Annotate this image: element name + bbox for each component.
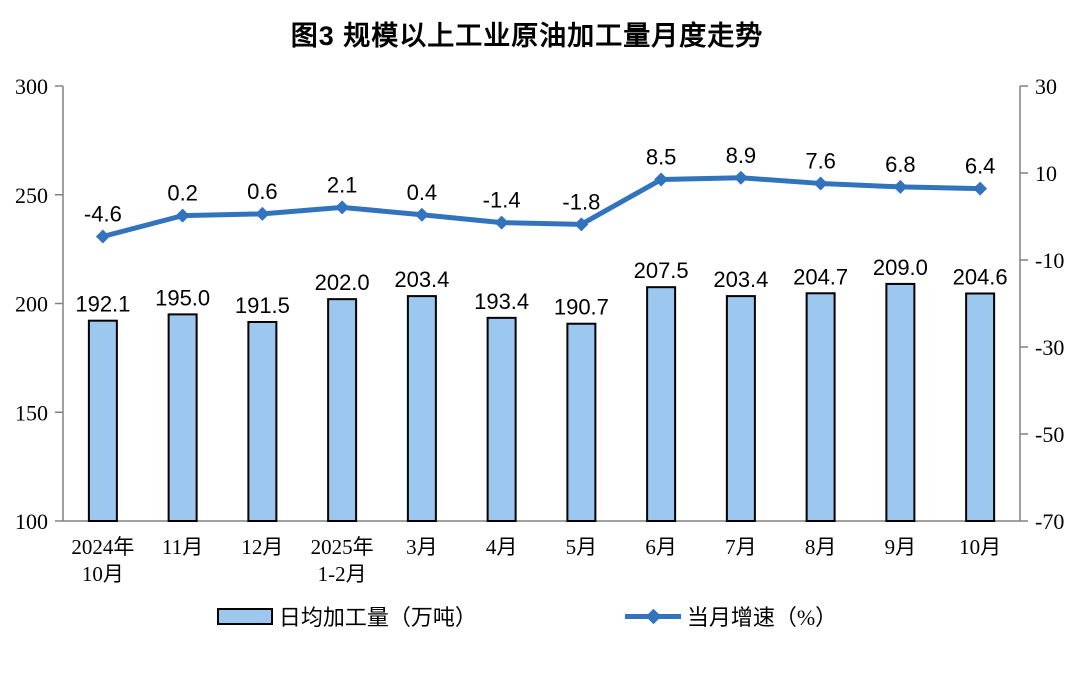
line-value-label: 7.6 bbox=[805, 148, 836, 173]
bar-value-label: 192.1 bbox=[75, 292, 130, 317]
right-axis-tick-label: -50 bbox=[1035, 422, 1064, 447]
bar bbox=[805, 292, 836, 522]
line-point-marker bbox=[95, 229, 110, 244]
chart-legend: 日均加工量（万吨） 当月增速（%） bbox=[0, 600, 1054, 632]
line-value-label: -1.4 bbox=[483, 188, 521, 213]
bar bbox=[566, 322, 597, 523]
legend-label-bar: 日均加工量（万吨） bbox=[278, 605, 477, 630]
bar-series-swatch bbox=[216, 607, 273, 625]
bar-value-label: 203.4 bbox=[394, 267, 449, 292]
right-axis-tick-label: -30 bbox=[1035, 335, 1064, 360]
bar bbox=[486, 316, 517, 523]
chart-title: 图3 规模以上工业原油加工量月度走势 bbox=[290, 21, 764, 51]
x-axis-label: 8月 bbox=[805, 535, 837, 559]
x-axis-label: 11月 bbox=[162, 535, 203, 559]
bar-value-label: 202.0 bbox=[315, 270, 370, 295]
x-axis-label: 1-2月 bbox=[318, 562, 367, 586]
bar bbox=[646, 286, 677, 522]
bar bbox=[406, 295, 437, 523]
right-axis-tick-label: 10 bbox=[1035, 161, 1057, 186]
bar bbox=[247, 320, 278, 522]
diamond-marker-icon bbox=[645, 608, 662, 624]
bar bbox=[965, 292, 996, 522]
x-axis-label: 5月 bbox=[566, 535, 598, 559]
legend-item-line: 当月增速（%） bbox=[624, 600, 838, 632]
right-axis-tick-label: -70 bbox=[1035, 509, 1064, 534]
bar-value-label: 207.5 bbox=[634, 258, 689, 283]
line-value-label: 0.2 bbox=[167, 181, 198, 206]
x-axis-label: 2025年 bbox=[311, 535, 374, 559]
x-axis-label: 7月 bbox=[725, 535, 757, 559]
line-point-marker bbox=[973, 181, 988, 196]
line-point-marker bbox=[654, 172, 669, 187]
x-axis-label: 12月 bbox=[241, 535, 283, 559]
line-value-label: -4.6 bbox=[84, 202, 122, 227]
line-point-marker bbox=[255, 206, 270, 221]
x-axis-label: 10月 bbox=[959, 535, 1001, 559]
left-axis-tick-label: 250 bbox=[15, 183, 48, 208]
bar-value-label: 209.0 bbox=[873, 255, 928, 280]
line-point-marker bbox=[893, 179, 908, 194]
bar-value-label: 195.0 bbox=[155, 285, 210, 310]
bar bbox=[725, 295, 756, 523]
left-axis-tick-label: 100 bbox=[15, 509, 48, 534]
left-axis-tick-label: 150 bbox=[15, 400, 48, 425]
bar-value-label: 203.4 bbox=[713, 267, 768, 292]
line-value-label: 2.1 bbox=[327, 172, 358, 197]
right-axis-tick-label: 30 bbox=[1035, 74, 1057, 99]
line-point-marker bbox=[494, 215, 509, 230]
x-axis-label: 3月 bbox=[406, 535, 438, 559]
bar bbox=[87, 319, 118, 522]
left-axis-tick-label: 200 bbox=[15, 292, 48, 317]
bar bbox=[885, 282, 916, 522]
bar-value-label: 190.7 bbox=[554, 295, 609, 320]
x-axis-label: 4月 bbox=[486, 535, 518, 559]
line-value-label: 0.4 bbox=[407, 180, 438, 205]
growth-line bbox=[102, 175, 981, 239]
x-axis-label: 9月 bbox=[885, 535, 917, 559]
bar bbox=[327, 298, 358, 522]
bar-value-label: 204.6 bbox=[953, 264, 1008, 289]
line-value-label: 0.6 bbox=[247, 179, 278, 204]
right-axis-tick-label: -10 bbox=[1035, 248, 1064, 273]
line-point-marker bbox=[813, 176, 828, 191]
x-axis-label: 2024年 bbox=[71, 535, 134, 559]
line-point-marker bbox=[733, 170, 748, 185]
line-value-label: 8.9 bbox=[726, 143, 757, 168]
left-axis-tick-label: 300 bbox=[15, 74, 48, 99]
bar-value-label: 204.7 bbox=[793, 264, 848, 289]
line-point-marker bbox=[414, 207, 429, 222]
line-value-label: 6.8 bbox=[885, 152, 916, 177]
line-series-swatch bbox=[624, 608, 681, 624]
x-axis-label: 6月 bbox=[645, 535, 677, 559]
line-point-marker bbox=[335, 200, 350, 215]
bar bbox=[167, 313, 198, 522]
bar-value-label: 193.4 bbox=[474, 289, 529, 314]
line-point-marker bbox=[574, 217, 589, 232]
line-value-label: -1.8 bbox=[562, 189, 600, 214]
line-value-label: 6.4 bbox=[965, 154, 996, 179]
bar-value-label: 191.5 bbox=[235, 293, 290, 318]
legend-label-line: 当月增速（%） bbox=[686, 605, 838, 630]
legend-item-bar: 日均加工量（万吨） bbox=[216, 600, 477, 632]
line-point-marker bbox=[175, 208, 190, 223]
line-value-label: 8.5 bbox=[646, 145, 677, 170]
x-axis-label: 10月 bbox=[82, 562, 124, 586]
